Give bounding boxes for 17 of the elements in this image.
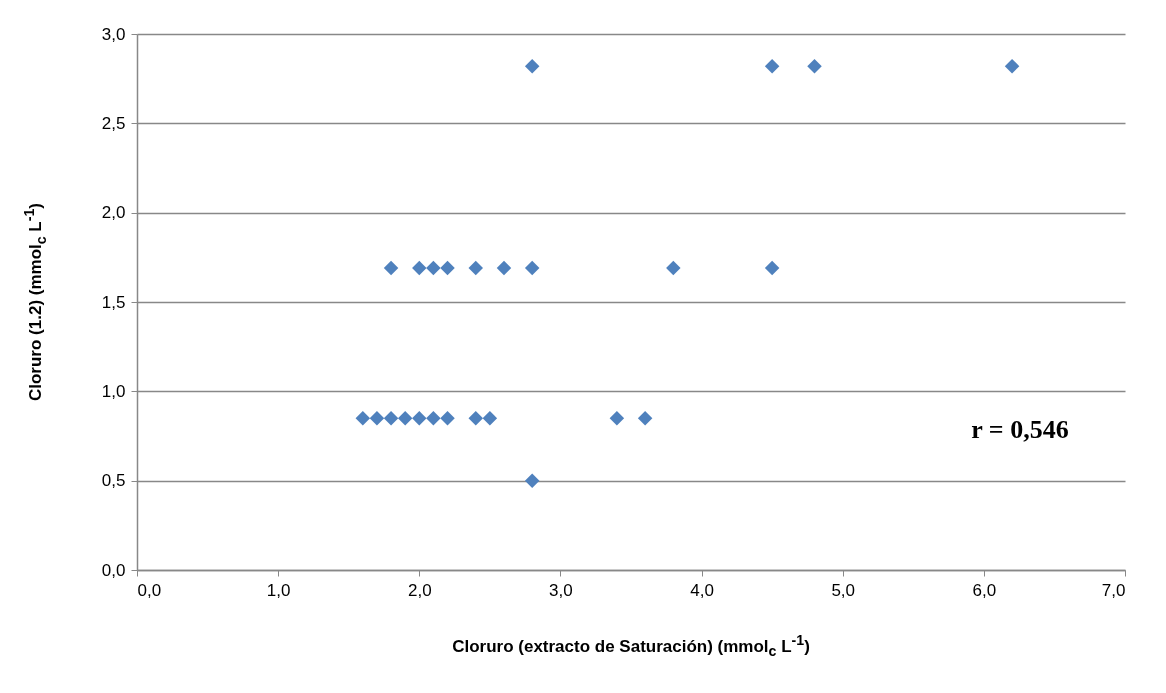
x-tick-label: 0,0 [137, 580, 162, 600]
x-tick-label: 4,0 [690, 580, 714, 600]
x-axis-title: Cloruro (extracto de Saturación) (mmol$_{c}$ L$^{-1}$) [451, 632, 811, 660]
y-tick-label: 3,0 [101, 24, 126, 44]
x-tick-label: 5,0 [831, 580, 856, 600]
x-tick-label: 3,0 [549, 580, 573, 600]
y-tick-label: 0,5 [101, 471, 126, 491]
annotation: r = 0,546 [971, 415, 1069, 444]
x-tick-label: 2,0 [407, 580, 432, 600]
y-tick-label: 2,5 [101, 113, 126, 133]
y-tick-label: 2,0 [101, 203, 126, 223]
y-tick-label: 1,0 [101, 381, 126, 401]
x-tick-label: 1,0 [266, 580, 291, 600]
y-tick-label: 0,0 [101, 560, 126, 580]
x-tick-label: 7,0 [1101, 580, 1126, 600]
y-tick-label: 1,5 [101, 292, 126, 312]
x-tick-label: 6,0 [972, 580, 997, 600]
